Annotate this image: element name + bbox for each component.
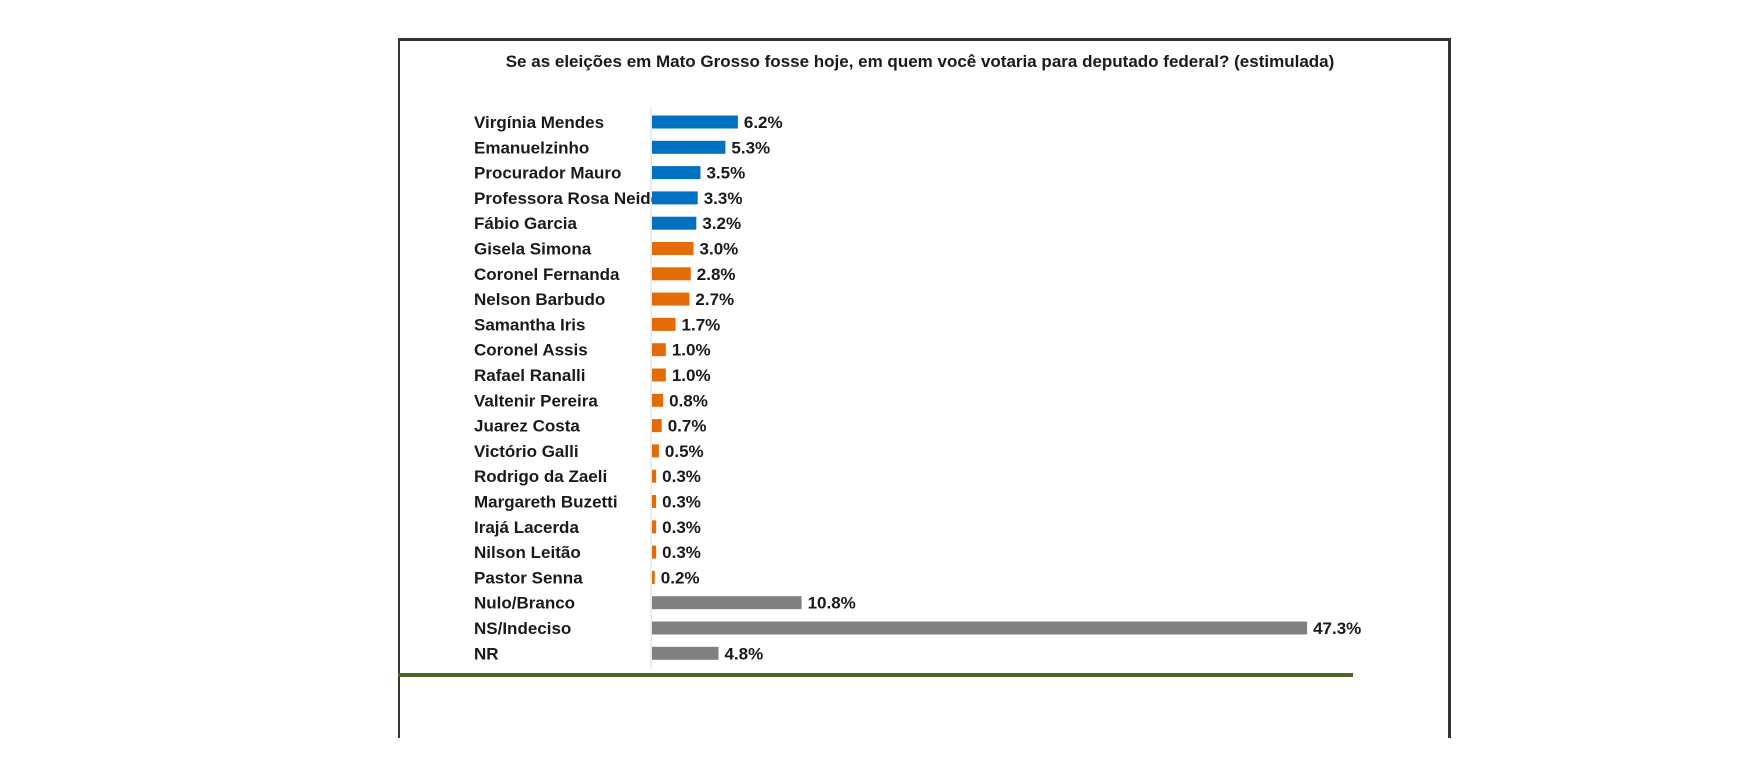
bar xyxy=(652,646,719,660)
bar xyxy=(652,545,657,559)
category-labels: Virgínia Mendes Emanuelzinho Procurador Ma… xyxy=(474,113,660,663)
category-label: Professora Rosa Neide xyxy=(474,189,660,208)
category-label: Coronel Fernanda xyxy=(474,265,620,284)
value-label: 0.8% xyxy=(669,391,708,410)
bar xyxy=(652,216,697,230)
bar xyxy=(652,596,802,610)
value-label: 3.5% xyxy=(706,164,745,183)
category-label: Gisela Simona xyxy=(474,240,592,259)
bar xyxy=(652,419,662,433)
category-label: Rafael Ranalli xyxy=(474,366,586,385)
category-label: Procurador Mauro xyxy=(474,164,621,183)
bar xyxy=(652,520,657,534)
bar xyxy=(652,469,657,483)
category-label: Irajá Lacerda xyxy=(474,518,579,537)
bar xyxy=(652,495,657,508)
bar xyxy=(652,444,659,458)
value-label: 4.8% xyxy=(724,644,763,663)
value-label: 3.0% xyxy=(700,240,739,259)
value-label: 0.2% xyxy=(661,568,700,587)
category-label: NS/Indeciso xyxy=(474,619,571,638)
category-label: Nelson Barbudo xyxy=(474,290,605,309)
bottom-rule xyxy=(398,673,1353,677)
value-label: 1.7% xyxy=(682,315,721,334)
value-label: 10.8% xyxy=(808,594,856,613)
bar xyxy=(652,368,666,382)
bar xyxy=(652,166,701,180)
value-label: 0.5% xyxy=(665,442,704,461)
bar xyxy=(652,140,726,154)
value-label: 47.3% xyxy=(1313,619,1361,638)
value-label: 1.0% xyxy=(672,366,711,385)
chart-title: Se as eleições em Mato Grosso fosse hoje… xyxy=(505,52,1335,71)
value-label: 0.3% xyxy=(662,493,701,512)
bar xyxy=(652,317,676,331)
value-label: 2.8% xyxy=(697,265,736,284)
value-label: 3.3% xyxy=(704,189,743,208)
value-label: 5.3% xyxy=(731,138,770,157)
category-label: Nilson Leitão xyxy=(474,543,581,562)
chart-frame xyxy=(398,38,1451,738)
bar xyxy=(652,292,690,306)
value-label: 0.7% xyxy=(668,417,707,436)
value-label: 6.2% xyxy=(744,113,783,132)
category-label: Rodrigo da Zaeli xyxy=(474,467,607,486)
bars xyxy=(652,115,1308,660)
category-label: Coronel Assis xyxy=(474,341,588,360)
value-label: 0.3% xyxy=(662,518,701,537)
category-label: Samantha Iris xyxy=(474,315,586,334)
value-label: 3.2% xyxy=(702,214,741,233)
bar xyxy=(652,570,655,584)
value-label: 1.0% xyxy=(672,341,711,360)
bar xyxy=(652,191,698,205)
category-label: Valtenir Pereira xyxy=(474,391,598,410)
value-label: 0.3% xyxy=(662,467,701,486)
bar xyxy=(652,393,664,407)
category-label: Juarez Costa xyxy=(474,417,580,436)
category-label: Emanuelzinho xyxy=(474,138,589,157)
category-label: Fábio Garcia xyxy=(474,214,578,233)
bar xyxy=(652,621,1308,635)
category-label: Nulo/Branco xyxy=(474,594,575,613)
category-label: NR xyxy=(474,644,499,663)
bar xyxy=(652,343,666,357)
category-label: Virgínia Mendes xyxy=(474,113,604,132)
value-label: 0.3% xyxy=(662,543,701,562)
value-labels: 6.2% 5.3% 3.5% 3.3% 3.2% 3.0% 2.8% 2.7% 1.7% 1.0%… xyxy=(661,113,1362,663)
category-label: Margareth Buzetti xyxy=(474,493,618,512)
category-label: Pastor Senna xyxy=(474,568,583,587)
value-label: 2.7% xyxy=(695,290,734,309)
bar xyxy=(652,242,694,255)
bar xyxy=(652,115,738,129)
category-label: Victório Galli xyxy=(474,442,579,461)
bar xyxy=(652,267,691,281)
